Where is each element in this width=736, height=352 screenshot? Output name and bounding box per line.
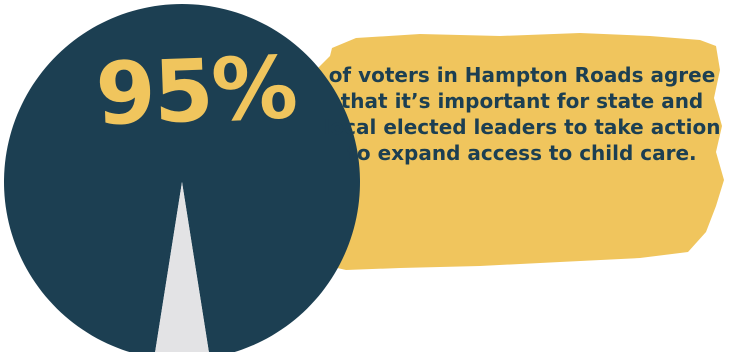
- brush-highlight: [276, 33, 724, 270]
- pie-slice-agree: [4, 3, 360, 352]
- pie-slices: [4, 3, 360, 352]
- pie-slice-remainder: [155, 182, 209, 352]
- stat-statement: of voters in Hampton Roads agree that it…: [323, 63, 721, 165]
- stat-value: 95%: [94, 38, 298, 146]
